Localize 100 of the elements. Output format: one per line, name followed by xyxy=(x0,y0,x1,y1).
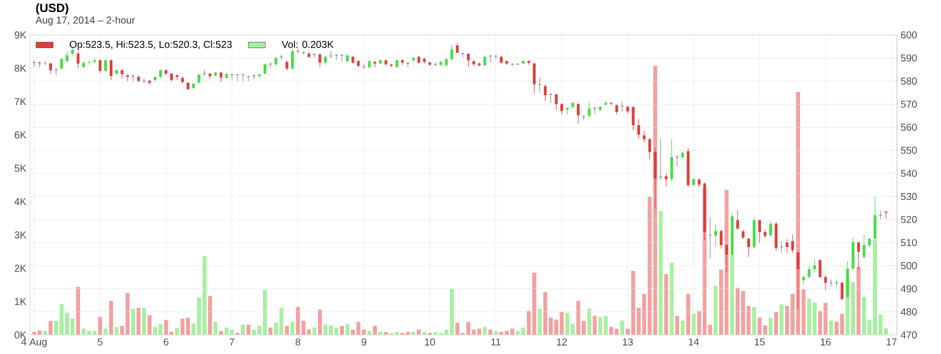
candlestick xyxy=(236,74,240,82)
candlestick xyxy=(444,58,448,68)
y2-tick-label: 560 xyxy=(900,124,917,131)
bar xyxy=(48,320,53,335)
x-tick-label: 4 Aug xyxy=(21,338,47,348)
candlestick xyxy=(670,138,674,182)
candlestick xyxy=(220,72,222,83)
chart-subtitle: Aug 17, 2014 – 2-hour xyxy=(36,16,135,26)
bar xyxy=(774,312,778,335)
bar xyxy=(697,310,702,335)
bar xyxy=(131,308,136,335)
bar xyxy=(240,324,245,335)
candlestick xyxy=(560,102,564,115)
bar xyxy=(488,330,492,335)
bar xyxy=(620,320,624,335)
y-tick-label: 7K xyxy=(14,98,26,106)
candlestick xyxy=(808,265,810,279)
y2-tick-label: 570 xyxy=(900,100,917,108)
bar xyxy=(114,326,119,335)
candlestick xyxy=(720,230,723,249)
y2-tick-label: 540 xyxy=(900,170,917,177)
x-tick-label: 12 xyxy=(556,338,567,346)
candlestick xyxy=(110,58,112,80)
x-tick-label: 9 xyxy=(362,338,366,346)
y-tick-label: 0K xyxy=(14,331,26,338)
candlestick xyxy=(466,53,470,68)
bar xyxy=(592,316,597,335)
candlestick xyxy=(230,73,234,80)
x-tick-label: 14 xyxy=(688,338,699,346)
candlestick xyxy=(312,53,316,58)
candlestick xyxy=(840,282,844,301)
bar xyxy=(318,310,322,335)
y-tick-label: 1K xyxy=(15,298,26,306)
candlestick xyxy=(868,238,871,248)
bar xyxy=(104,328,108,335)
candlestick xyxy=(576,102,580,124)
y2-tick-label: 470 xyxy=(900,331,917,338)
candlestick xyxy=(148,80,151,85)
candlestick xyxy=(208,72,212,80)
bar xyxy=(312,328,316,335)
bar xyxy=(658,210,663,335)
bar xyxy=(340,326,344,335)
candlestick xyxy=(241,74,245,82)
bar xyxy=(664,274,668,335)
x-tick-label: 6 xyxy=(164,338,168,346)
bar xyxy=(246,324,250,335)
x-tick-label: 10 xyxy=(425,338,436,346)
candlestick xyxy=(648,137,652,160)
bar xyxy=(416,330,421,335)
y2-tick-label: 530 xyxy=(900,192,917,200)
y2-tick-label: 480 xyxy=(900,308,917,316)
bar xyxy=(510,328,514,335)
y2-tick-label: 520 xyxy=(900,216,917,224)
bar xyxy=(142,308,146,335)
candlestick xyxy=(758,219,761,243)
candlestick xyxy=(104,58,107,72)
y-tick-label: 8K xyxy=(14,64,26,72)
bar xyxy=(175,328,180,335)
chart-title: (USD) xyxy=(36,3,68,15)
candlestick xyxy=(532,62,536,94)
x-tick-label: 13 xyxy=(622,338,633,346)
y-tick-label: 9K xyxy=(14,31,26,38)
candlestick xyxy=(802,274,805,286)
x-tick-label: 11 xyxy=(491,338,501,346)
y-tick-label: 3K xyxy=(14,231,26,238)
candlestick xyxy=(60,58,63,70)
candlestick xyxy=(588,102,591,118)
candlestick xyxy=(884,211,888,220)
bar xyxy=(290,322,294,335)
candlestick xyxy=(98,58,102,74)
x-tick-label: 8 xyxy=(296,338,300,346)
candlestick xyxy=(725,243,728,272)
bar xyxy=(686,294,690,335)
candlestick xyxy=(791,234,794,254)
bar xyxy=(268,328,272,335)
bar xyxy=(76,286,80,335)
y2-tick-label: 500 xyxy=(900,262,917,270)
candlestick xyxy=(318,53,322,68)
candlestick xyxy=(274,56,278,66)
candlestick xyxy=(548,92,553,104)
candlestick xyxy=(664,173,668,186)
candlestick xyxy=(786,238,788,254)
x-tick-label: 5 xyxy=(98,338,102,346)
bar xyxy=(752,306,756,335)
bar xyxy=(372,326,377,335)
candlestick xyxy=(258,73,261,78)
legend-label: Op:523.5, Hi:523.5, Lo:520.3, Cl:523 xyxy=(70,40,232,50)
bar xyxy=(856,266,861,335)
candlestick xyxy=(818,258,822,279)
bar xyxy=(675,316,680,335)
y-tick-label: 5K xyxy=(14,164,26,172)
bar xyxy=(214,322,218,335)
bar xyxy=(768,318,773,335)
bar xyxy=(109,300,114,335)
candlestick xyxy=(176,74,178,80)
candlestick xyxy=(632,106,635,132)
y-tick-label: 2K xyxy=(14,264,26,272)
candlestick xyxy=(66,50,68,63)
candlestick xyxy=(324,55,327,66)
candlestick xyxy=(780,241,784,254)
